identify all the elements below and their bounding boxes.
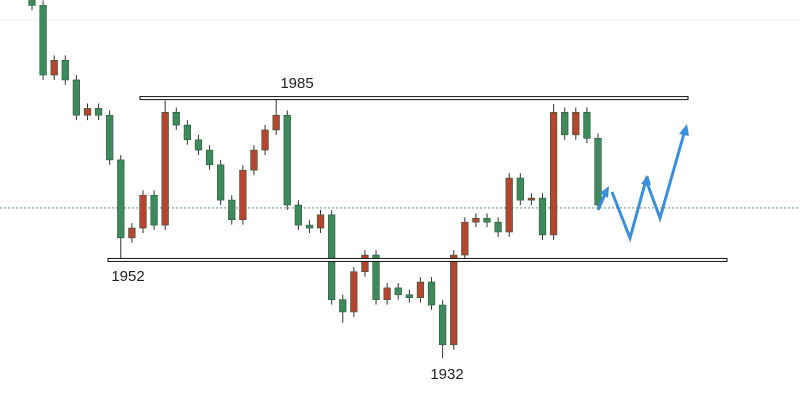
candle-body — [94, 108, 103, 116]
candle-body — [461, 221, 469, 256]
candle-body — [83, 108, 92, 116]
candle-body — [538, 197, 547, 236]
candle-body — [316, 214, 325, 229]
candle-body — [494, 221, 502, 233]
candle-body — [106, 114, 114, 161]
level-line — [107, 257, 728, 262]
candle-body — [128, 227, 136, 239]
candle-body — [39, 5, 47, 76]
candle-body — [172, 112, 180, 126]
level-label: 1952 — [111, 268, 144, 285]
candle-body — [272, 114, 280, 131]
arrowhead — [679, 124, 689, 136]
candle-body — [294, 204, 302, 226]
level-line — [139, 96, 689, 101]
candle-body — [183, 124, 192, 141]
candle-body — [50, 60, 58, 76]
candle-body — [328, 214, 336, 300]
candle-body — [561, 112, 569, 136]
candle-body — [161, 112, 169, 226]
candle-body — [61, 60, 69, 81]
candle-body — [305, 224, 314, 229]
candle-body — [372, 254, 380, 300]
candle-body — [383, 287, 391, 300]
plot — [0, 0, 800, 359]
candle-body — [427, 281, 436, 306]
candle-body — [416, 281, 425, 299]
candle-body — [150, 194, 158, 226]
candle-body — [438, 304, 447, 346]
candle-body — [228, 199, 236, 221]
candle-body — [205, 149, 214, 166]
candle-body — [516, 177, 524, 201]
candle-body — [361, 254, 369, 273]
candle-body — [505, 177, 513, 233]
candle-body — [583, 112, 591, 139]
candle-body — [572, 112, 580, 136]
candle-body — [527, 197, 536, 201]
candle-body — [450, 254, 458, 346]
level-label: 1985 — [280, 75, 313, 92]
candle-body — [350, 271, 358, 313]
candle-body — [28, 0, 36, 6]
candle-body — [483, 217, 491, 223]
candle-body — [394, 287, 402, 296]
candle-body — [194, 139, 203, 151]
candle-body — [405, 294, 413, 299]
candle-body — [217, 164, 225, 201]
candle-body — [72, 79, 81, 116]
arrowhead — [600, 186, 609, 198]
candle-body — [339, 299, 347, 313]
candle-body — [117, 159, 125, 239]
candle-body — [594, 138, 602, 206]
candle-body — [139, 194, 147, 229]
arrowheads — [600, 124, 689, 198]
candle-body — [472, 217, 480, 223]
candle-body — [250, 149, 258, 171]
arrowhead — [641, 175, 651, 185]
candle-body — [261, 129, 269, 151]
candle-body — [283, 114, 291, 206]
candle-body — [549, 112, 558, 236]
level-label: 1932 — [430, 366, 463, 383]
candle-body — [239, 169, 247, 221]
